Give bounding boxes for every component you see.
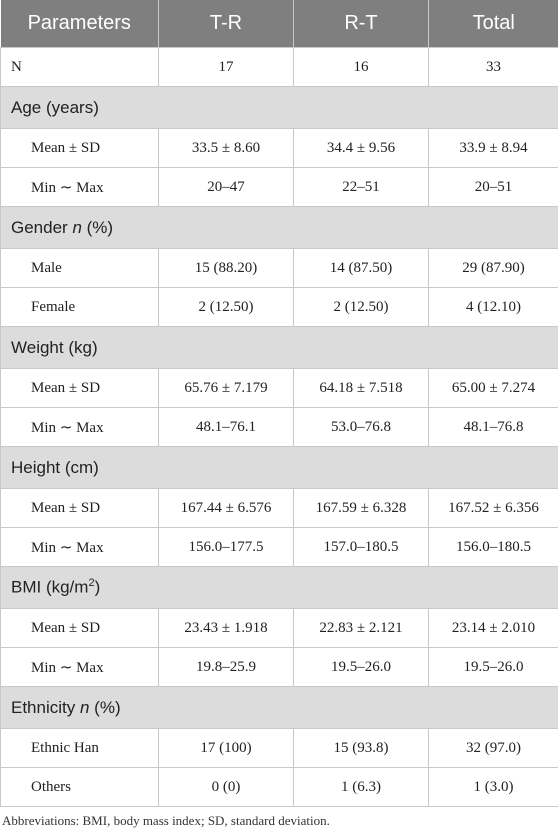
section-height: Height (cm) (1, 447, 558, 489)
cell-total: 23.14 ± 2.010 (429, 609, 558, 648)
cell-rt: 22.83 ± 2.121 (294, 609, 429, 648)
cell-rt: 34.4 ± 9.56 (294, 129, 429, 168)
header-parameters: Parameters (1, 0, 159, 48)
header-rt: R-T (294, 0, 429, 48)
cell-tr: 2 (12.50) (159, 288, 294, 327)
section-bmi: BMI (kg/m2) (1, 567, 558, 609)
cell-rt: 167.59 ± 6.328 (294, 489, 429, 528)
cell-tr: 17 (159, 48, 294, 87)
table-row: Min ∼ Max 20–47 22–51 20–51 (1, 168, 558, 207)
row-label: Ethnic Han (1, 729, 159, 768)
row-label: N (1, 48, 159, 87)
cell-rt: 2 (12.50) (294, 288, 429, 327)
section-title: BMI (kg/m2) (1, 567, 558, 609)
cell-tr: 48.1–76.1 (159, 408, 294, 447)
cell-total: 29 (87.90) (429, 249, 558, 288)
section-weight: Weight (kg) (1, 327, 558, 369)
cell-tr: 17 (100) (159, 729, 294, 768)
cell-total: 4 (12.10) (429, 288, 558, 327)
table-row: Others 0 (0) 1 (6.3) 1 (3.0) (1, 768, 558, 807)
row-label: Min ∼ Max (1, 648, 159, 687)
section-title: Weight (kg) (1, 327, 558, 369)
cell-rt: 53.0–76.8 (294, 408, 429, 447)
section-age: Age (years) (1, 87, 558, 129)
cell-total: 33.9 ± 8.94 (429, 129, 558, 168)
cell-total: 65.00 ± 7.274 (429, 369, 558, 408)
section-ethnicity: Ethnicity n (%) (1, 687, 558, 729)
italic-n: n (72, 218, 81, 237)
n-row: N 17 16 33 (1, 48, 558, 87)
table-row: Female 2 (12.50) 2 (12.50) 4 (12.10) (1, 288, 558, 327)
row-label: Female (1, 288, 159, 327)
table-row: Min ∼ Max 156.0–177.5 157.0–180.5 156.0–… (1, 528, 558, 567)
cell-tr: 0 (0) (159, 768, 294, 807)
cell-tr: 23.43 ± 1.918 (159, 609, 294, 648)
table-row: Mean ± SD 167.44 ± 6.576 167.59 ± 6.328 … (1, 489, 558, 528)
row-label: Mean ± SD (1, 609, 159, 648)
cell-total: 1 (3.0) (429, 768, 558, 807)
row-label: Mean ± SD (1, 129, 159, 168)
cell-tr: 65.76 ± 7.179 (159, 369, 294, 408)
table-row: Male 15 (88.20) 14 (87.50) 29 (87.90) (1, 249, 558, 288)
header-row: Parameters T-R R-T Total (1, 0, 558, 48)
demographics-table: Parameters T-R R-T Total N 17 16 33 Age … (0, 0, 558, 807)
table-row: Ethnic Han 17 (100) 15 (93.8) 32 (97.0) (1, 729, 558, 768)
cell-rt: 14 (87.50) (294, 249, 429, 288)
cell-total: 167.52 ± 6.356 (429, 489, 558, 528)
cell-rt: 19.5–26.0 (294, 648, 429, 687)
header-total: Total (429, 0, 558, 48)
cell-total: 48.1–76.8 (429, 408, 558, 447)
row-label: Mean ± SD (1, 489, 159, 528)
row-label: Min ∼ Max (1, 408, 159, 447)
cell-total: 19.5–26.0 (429, 648, 558, 687)
footnote: Abbreviations: BMI, body mass index; SD,… (0, 813, 558, 829)
cell-rt: 64.18 ± 7.518 (294, 369, 429, 408)
table-row: Mean ± SD 23.43 ± 1.918 22.83 ± 2.121 23… (1, 609, 558, 648)
header-tr: T-R (159, 0, 294, 48)
cell-tr: 33.5 ± 8.60 (159, 129, 294, 168)
row-label: Others (1, 768, 159, 807)
cell-tr: 15 (88.20) (159, 249, 294, 288)
cell-rt: 157.0–180.5 (294, 528, 429, 567)
cell-total: 33 (429, 48, 558, 87)
cell-total: 20–51 (429, 168, 558, 207)
table-row: Min ∼ Max 19.8–25.9 19.5–26.0 19.5–26.0 (1, 648, 558, 687)
cell-rt: 15 (93.8) (294, 729, 429, 768)
row-label: Male (1, 249, 159, 288)
cell-total: 32 (97.0) (429, 729, 558, 768)
row-label: Min ∼ Max (1, 528, 159, 567)
table-row: Mean ± SD 33.5 ± 8.60 34.4 ± 9.56 33.9 ±… (1, 129, 558, 168)
cell-tr: 20–47 (159, 168, 294, 207)
section-title: Gender n (%) (1, 207, 558, 249)
cell-total: 156.0–180.5 (429, 528, 558, 567)
row-label: Mean ± SD (1, 369, 159, 408)
cell-rt: 22–51 (294, 168, 429, 207)
section-title: Age (years) (1, 87, 558, 129)
table-row: Mean ± SD 65.76 ± 7.179 64.18 ± 7.518 65… (1, 369, 558, 408)
table-row: Min ∼ Max 48.1–76.1 53.0–76.8 48.1–76.8 (1, 408, 558, 447)
section-title: Height (cm) (1, 447, 558, 489)
section-title: Ethnicity n (%) (1, 687, 558, 729)
cell-rt: 16 (294, 48, 429, 87)
cell-rt: 1 (6.3) (294, 768, 429, 807)
cell-tr: 167.44 ± 6.576 (159, 489, 294, 528)
cell-tr: 156.0–177.5 (159, 528, 294, 567)
row-label: Min ∼ Max (1, 168, 159, 207)
section-gender: Gender n (%) (1, 207, 558, 249)
cell-tr: 19.8–25.9 (159, 648, 294, 687)
